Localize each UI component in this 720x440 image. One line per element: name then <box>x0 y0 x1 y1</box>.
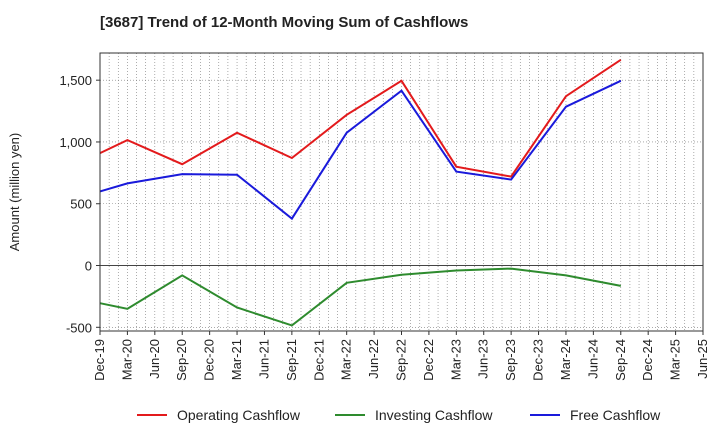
legend-label-investing-cashflow: Investing Cashflow <box>375 407 493 423</box>
y-tick-label: 1,500 <box>59 73 92 88</box>
x-tick-label: Sep-22 <box>394 339 409 381</box>
x-tick-label: Dec-20 <box>202 339 217 381</box>
operating-cashflow-line <box>99 58 622 178</box>
investing-cashflow-line <box>99 267 621 327</box>
y-tick-label: 0 <box>85 259 92 274</box>
x-tick-label: Dec-23 <box>531 339 546 381</box>
y-tick-label: -500 <box>66 320 92 335</box>
x-tick-label: Mar-22 <box>339 339 354 380</box>
x-tick-label: Dec-21 <box>311 339 326 381</box>
legend-label-free-cashflow: Free Cashflow <box>570 407 661 423</box>
y-axis-label: Amount (million yen) <box>7 133 22 252</box>
x-tick-label: Jun-24 <box>585 339 600 379</box>
x-tick-label: Jun-22 <box>366 339 381 379</box>
x-tick-label: Dec-19 <box>92 339 107 381</box>
y-tick-label: 1,000 <box>59 135 92 150</box>
x-tick-label: Jun-23 <box>476 339 491 379</box>
x-tick-label: Sep-20 <box>174 339 189 381</box>
x-tick-label: Mar-21 <box>229 339 244 380</box>
x-tick-label: Mar-20 <box>119 339 134 380</box>
x-tick-label: Sep-23 <box>503 339 518 381</box>
x-tick-label: Jun-20 <box>147 339 162 379</box>
chart-title: [3687] Trend of 12-Month Moving Sum of C… <box>100 14 469 31</box>
x-tick-label: Mar-23 <box>448 339 463 380</box>
x-tick-label: Jun-25 <box>695 339 710 379</box>
y-tick-label: 500 <box>70 197 92 212</box>
x-tick-label: Jun-21 <box>256 339 271 379</box>
x-tick-label: Dec-22 <box>421 339 436 381</box>
free-cashflow-line <box>99 79 622 221</box>
x-tick-label: Sep-24 <box>613 339 628 381</box>
legend-label-operating-cashflow: Operating Cashflow <box>177 407 301 423</box>
x-tick-label: Dec-24 <box>640 339 655 381</box>
x-tick-label: Mar-25 <box>668 339 683 380</box>
x-tick-label: Mar-24 <box>558 339 573 380</box>
plot-frame <box>99 52 704 332</box>
x-tick-label: Sep-21 <box>284 339 299 381</box>
